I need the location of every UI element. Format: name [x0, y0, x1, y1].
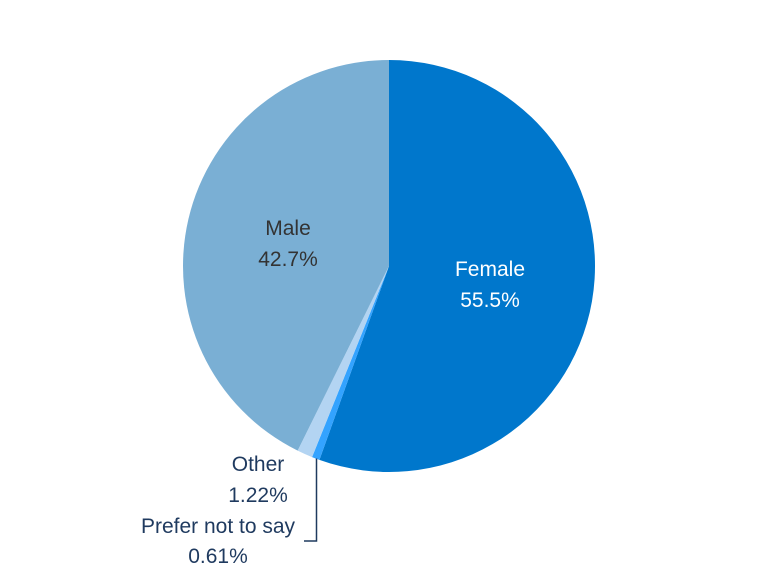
- slice-value-male: 42.7%: [258, 248, 318, 271]
- slice-value-other: 1.22%: [228, 484, 288, 507]
- pie-slice-female: [319, 60, 596, 472]
- leader-line-prefer-not-to-say: [304, 458, 318, 542]
- pie-slice-other: [297, 266, 389, 458]
- slice-label-prefer-not-to-say: Prefer not to say: [141, 515, 296, 538]
- pie-slice-male: [183, 60, 389, 451]
- slice-value-prefer-not-to-say: 0.61%: [188, 545, 248, 568]
- slice-label-other: Other: [232, 453, 285, 476]
- slice-label-male: Male: [265, 217, 311, 240]
- slice-label-female: Female: [455, 258, 525, 281]
- slice-value-female: 55.5%: [460, 289, 520, 312]
- pie-slice-prefer-not-to-say: [312, 266, 389, 460]
